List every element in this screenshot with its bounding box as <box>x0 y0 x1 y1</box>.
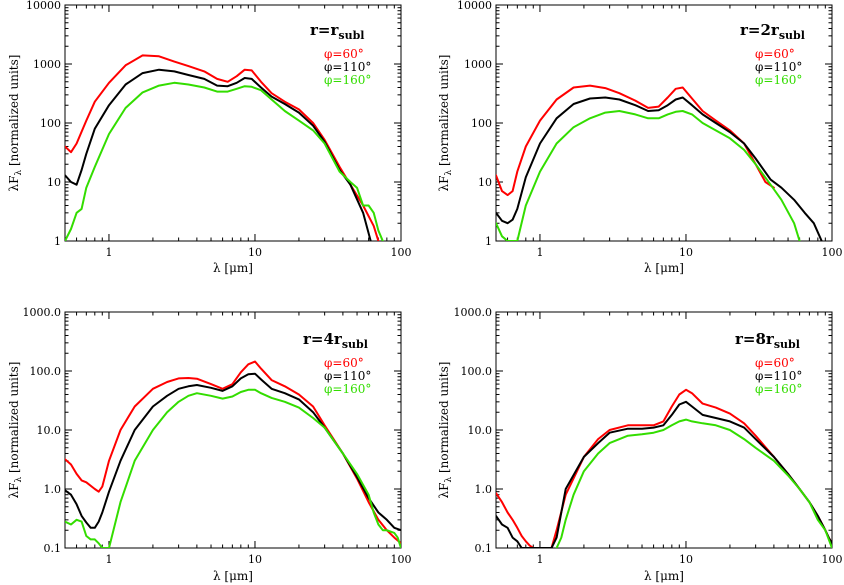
x-tick-label: 1 <box>105 246 112 259</box>
y-tick-label: 10 <box>47 176 61 189</box>
x-tick-label: 100 <box>822 553 843 566</box>
y-tick-label: 100.0 <box>30 365 62 378</box>
legend-phi-160: φ=160° <box>324 382 371 396</box>
legend-phi-110: φ=110° <box>324 369 371 383</box>
y-tick-label: 10000 <box>26 0 61 12</box>
x-ticks: 1 10 100 <box>64 5 412 259</box>
x-ticks: 1 10 100 <box>64 312 412 566</box>
y-tick-label: 1000 <box>33 58 61 71</box>
series-line <box>555 418 832 548</box>
x-tick-label: 100 <box>391 553 412 566</box>
y-axis-label: λFλ [normalized units] <box>7 362 24 499</box>
legend-phi-160: φ=160° <box>324 73 371 87</box>
series-line <box>496 84 775 197</box>
y-tick-label: 1000 <box>464 58 492 71</box>
y-tick-label: 1.0 <box>44 483 62 496</box>
legend-phi-60: φ=60° <box>324 356 364 370</box>
x-tick-label: 10 <box>679 553 693 566</box>
y-tick-label: 10 <box>478 176 492 189</box>
x-tick-label: 1 <box>536 246 543 259</box>
curves <box>65 54 384 241</box>
y-tick-label: 1000.0 <box>23 306 62 319</box>
x-axis-label: λ [μm] <box>644 569 684 583</box>
x-axis-label: λ [μm] <box>213 261 253 275</box>
x-tick-label: 10 <box>248 553 262 566</box>
y-tick-label: 0.1 <box>44 542 62 555</box>
x-tick-label: 10 <box>248 246 262 259</box>
x-ticks: 1 10 100 <box>495 312 843 566</box>
legend-phi-110: φ=110° <box>755 369 802 383</box>
x-tick-label: 100 <box>391 246 412 259</box>
y-tick-label: 100.0 <box>461 365 493 378</box>
y-tick-label: 1000.0 <box>454 306 493 319</box>
legend-phi-110: φ=110° <box>755 60 802 74</box>
legend-phi-160: φ=160° <box>755 382 802 396</box>
y-axis-label: λFλ [normalized units] <box>437 362 454 499</box>
panel-title: r=8rsubl <box>735 330 800 351</box>
panel-r1: 1 10 100 1000 10000 1 10 100 r=rsubl φ=60° φ=1… <box>7 0 412 275</box>
x-tick-label: 1 <box>536 553 543 566</box>
y-tick-label: 100 <box>471 117 492 130</box>
y-axis-label: λFλ [normalized units] <box>7 55 24 192</box>
y-tick-label: 10.0 <box>468 424 493 437</box>
series-line <box>496 110 801 241</box>
panel-r4: 0.1 1.0 10.0 100.0 1000.0 1 10 100 r=4rsubl φ=… <box>7 306 412 583</box>
y-axis-label: λFλ [normalized units] <box>437 55 454 192</box>
curves <box>496 388 832 548</box>
y-tick-label: 100 <box>40 117 61 130</box>
y-tick-label: 10000 <box>457 0 492 12</box>
legend-phi-160: φ=160° <box>755 73 802 87</box>
x-tick-label: 10 <box>679 246 693 259</box>
y-tick-label: 1 <box>54 235 61 248</box>
x-tick-label: 1 <box>105 553 112 566</box>
panel-title: r=4rsubl <box>303 330 368 351</box>
series-line <box>65 54 380 241</box>
legend-phi-60: φ=60° <box>755 47 795 61</box>
x-ticks: 1 10 100 <box>495 5 843 259</box>
series-line <box>496 96 823 241</box>
panel-title: r=2rsubl <box>740 21 805 42</box>
panel-r2: 1 10 100 1000 10000 1 10 100 r=2rsubl φ=60° φ=… <box>437 0 843 275</box>
panel-title: r=rsubl <box>310 21 364 42</box>
series-line <box>65 68 372 241</box>
y-tick-label: 1.0 <box>475 483 493 496</box>
x-axis-label: λ [μm] <box>213 569 253 583</box>
y-tick-label: 0.1 <box>475 542 493 555</box>
x-tick-label: 100 <box>822 246 843 259</box>
y-ticks: 1 10 100 1000 10000 <box>26 0 401 248</box>
legend-phi-110: φ=110° <box>324 60 371 74</box>
series-line <box>496 400 832 548</box>
series-line <box>65 388 401 548</box>
y-tick-label: 1 <box>485 235 492 248</box>
series-line <box>65 81 384 241</box>
legend-phi-60: φ=60° <box>755 356 795 370</box>
y-tick-label: 10.0 <box>37 424 62 437</box>
legend-phi-60: φ=60° <box>324 47 364 61</box>
curves <box>496 84 823 241</box>
panel-r8: 0.1 1.0 10.0 100.0 1000.0 1 10 100 r=8rsubl φ=… <box>437 306 843 583</box>
x-axis-label: λ [μm] <box>644 261 684 275</box>
curves <box>65 360 401 548</box>
y-ticks: 1 10 100 1000 10000 <box>457 0 832 248</box>
y-ticks: 0.1 1.0 10.0 100.0 1000.0 <box>23 306 401 555</box>
